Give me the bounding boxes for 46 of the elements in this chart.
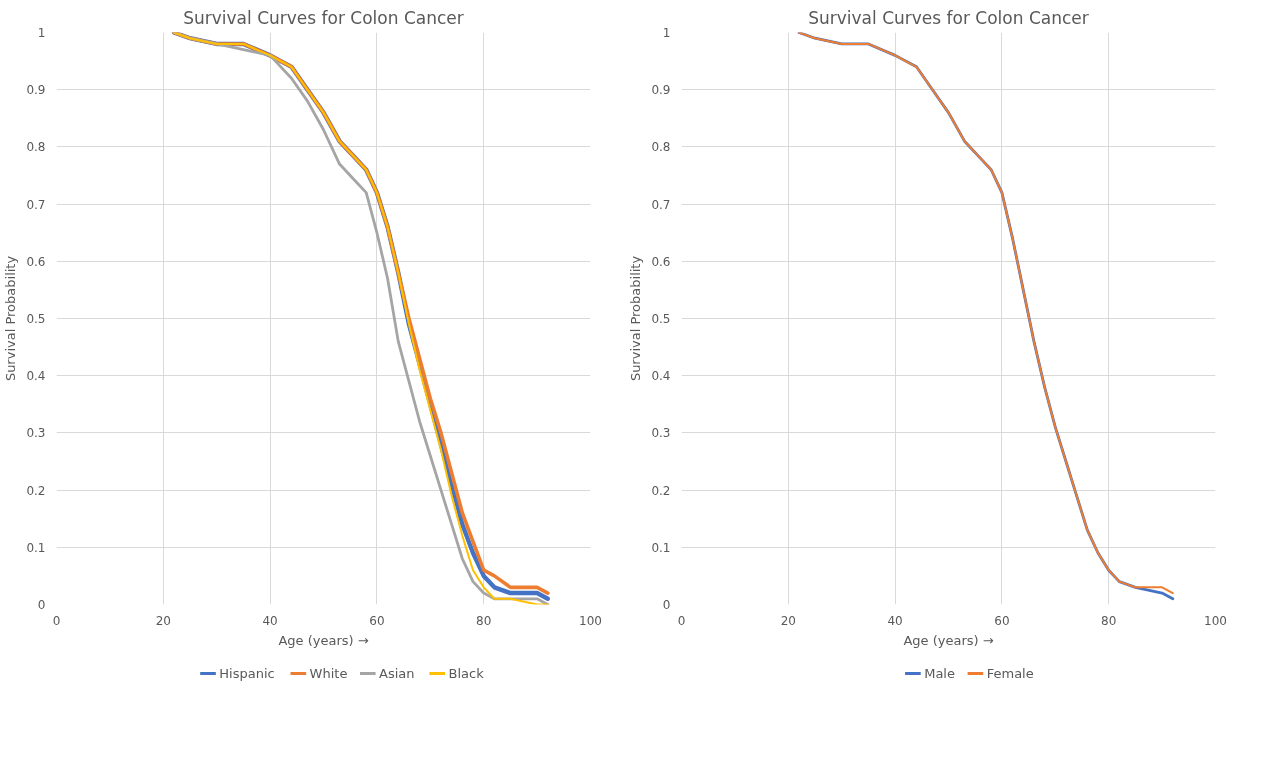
y-tick-label: 0.2 bbox=[26, 483, 46, 498]
y-tick-label: 0.7 bbox=[651, 197, 671, 212]
y-tick-label: 0.3 bbox=[26, 426, 46, 441]
y-tick-label: 0.8 bbox=[651, 140, 671, 155]
y-tick-label: 0 bbox=[37, 598, 46, 612]
y-tick-label: 0.1 bbox=[26, 540, 46, 555]
y-axis-title: Survival Probability bbox=[3, 255, 19, 382]
legend-label: White bbox=[309, 666, 348, 681]
x-tick-label: 40 bbox=[887, 613, 903, 628]
y-axis-title: Survival Probability bbox=[628, 255, 644, 382]
y-tick-label: 0.9 bbox=[26, 83, 46, 98]
x-axis-title: Age (years) → bbox=[278, 632, 369, 648]
legend-label: Asian bbox=[379, 666, 415, 681]
y-tick-label: 0.2 bbox=[651, 483, 671, 498]
legend-label: Black bbox=[448, 666, 485, 681]
legend-label: Female bbox=[986, 666, 1034, 681]
y-tick-label: 0 bbox=[662, 598, 671, 612]
x-tick-label: 60 bbox=[369, 613, 385, 628]
y-tick-label: 0.6 bbox=[651, 254, 671, 269]
y-tick-label: 0.1 bbox=[651, 540, 671, 555]
legend-label: Male bbox=[924, 666, 955, 681]
y-tick-label: 0.7 bbox=[26, 197, 46, 212]
x-tick-label: 60 bbox=[994, 613, 1010, 628]
y-tick-label: 1 bbox=[37, 26, 46, 40]
y-tick-label: 0.9 bbox=[651, 83, 671, 98]
x-tick-label: 80 bbox=[476, 613, 492, 628]
chart-title: Survival Curves for Colon Cancer bbox=[183, 7, 464, 28]
chart-title: Survival Curves for Colon Cancer bbox=[808, 7, 1089, 28]
x-tick-label: 80 bbox=[1101, 613, 1117, 628]
x-tick-label: 0 bbox=[52, 613, 61, 628]
x-tick-label: 0 bbox=[677, 613, 686, 628]
legend-label: Hispanic bbox=[219, 666, 275, 681]
x-tick-label: 100 bbox=[579, 613, 602, 628]
x-tick-label: 40 bbox=[262, 613, 278, 628]
y-tick-label: 0.5 bbox=[26, 312, 46, 326]
y-tick-label: 0.4 bbox=[651, 369, 671, 384]
y-tick-label: 0.4 bbox=[26, 369, 46, 384]
x-tick-label: 100 bbox=[1204, 613, 1227, 628]
y-tick-label: 0.6 bbox=[26, 254, 46, 269]
y-tick-label: 0.8 bbox=[26, 140, 46, 155]
y-tick-label: 0.3 bbox=[651, 426, 671, 441]
y-tick-label: 0.5 bbox=[651, 312, 671, 326]
x-axis-title: Age (years) → bbox=[903, 632, 994, 648]
x-tick-label: 20 bbox=[155, 613, 171, 628]
x-tick-label: 20 bbox=[780, 613, 796, 628]
y-tick-label: 1 bbox=[662, 26, 671, 40]
